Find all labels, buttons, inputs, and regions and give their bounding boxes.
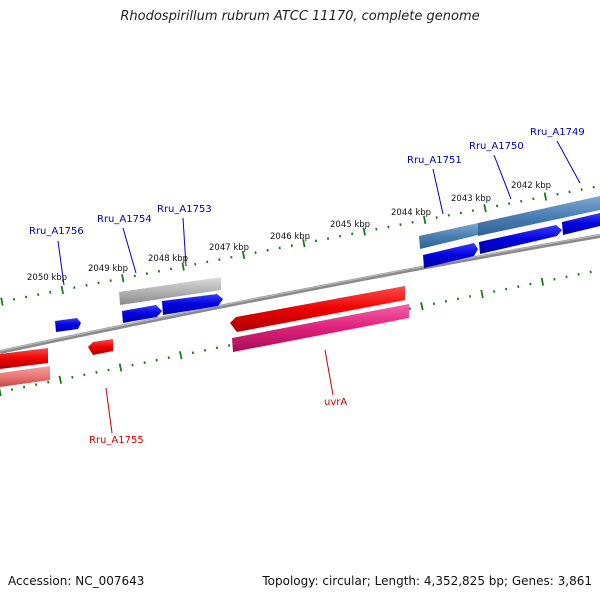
scale-label: 2046 kbp — [270, 232, 310, 242]
minor-tick — [159, 270, 160, 272]
minor-tick — [569, 191, 570, 193]
minor-tick — [108, 369, 109, 371]
minor-tick — [110, 279, 111, 281]
minor-tick — [217, 347, 218, 349]
leader-uvra — [325, 350, 333, 395]
scale-label: 2049 kbp — [88, 264, 128, 274]
minor-tick — [72, 376, 73, 378]
major-tick — [421, 302, 423, 310]
minor-tick — [506, 288, 507, 290]
minor-tick — [36, 384, 37, 386]
gene-rru-a1756[interactable] — [55, 318, 81, 332]
major-tick — [545, 193, 547, 201]
minor-tick — [96, 371, 97, 373]
major-tick — [0, 388, 1, 396]
minor-tick — [473, 209, 474, 211]
minor-tick — [328, 237, 329, 239]
scale-label: 2043 kbp — [451, 194, 491, 204]
leader-rru-a1755 — [106, 388, 112, 433]
major-tick — [484, 204, 486, 212]
scale-label: 2050 kbp — [27, 273, 67, 283]
minor-tick — [533, 198, 534, 200]
gene-label-rru-a1750[interactable]: Rru_A1750 — [469, 141, 524, 152]
gene-label-rru-a1749[interactable]: Rru_A1749 — [530, 127, 585, 138]
minor-tick — [98, 282, 99, 284]
minor-tick — [193, 352, 194, 354]
major-tick — [1, 298, 3, 306]
minor-tick — [255, 251, 256, 253]
minor-tick — [590, 271, 591, 273]
scale-label: 2047 kbp — [209, 243, 249, 253]
minor-tick — [530, 283, 531, 285]
minor-tick — [84, 374, 85, 376]
minor-tick — [554, 278, 555, 280]
gene-label-rru-a1751[interactable]: Rru_A1751 — [407, 155, 462, 166]
gene-label-rru-a1755[interactable]: Rru_A1755 — [89, 435, 144, 446]
minor-tick — [376, 228, 377, 230]
minor-tick — [14, 298, 15, 300]
scale-label: 2045 kbp — [330, 220, 370, 230]
minor-tick — [207, 261, 208, 263]
minor-tick — [144, 361, 145, 363]
major-tick — [180, 351, 182, 359]
minor-tick — [219, 258, 220, 260]
minor-tick — [521, 200, 522, 202]
gene-label-rru-a1756[interactable]: Rru_A1756 — [29, 226, 84, 237]
minor-tick — [50, 291, 51, 293]
minor-tick — [434, 303, 435, 305]
major-tick — [122, 274, 124, 282]
major-tick — [120, 364, 122, 372]
minor-tick — [461, 212, 462, 214]
scale-label: 2042 kbp — [511, 181, 551, 191]
minor-tick — [132, 364, 133, 366]
map-title: Rhodospirillum rubrum ATCC 11170, comple… — [0, 9, 600, 24]
major-tick — [542, 278, 544, 286]
leader-rru-a1751 — [433, 169, 443, 214]
gene-label-uvra[interactable]: uvrA — [324, 397, 347, 408]
scale-label: 2048 kbp — [148, 254, 188, 264]
minor-tick — [446, 300, 447, 302]
gene-label-rru-a1753[interactable]: Rru_A1753 — [157, 204, 212, 215]
minor-tick — [578, 273, 579, 275]
minor-tick — [494, 290, 495, 292]
gene-rru-a1755[interactable] — [88, 339, 113, 355]
gene-label-rru-a1754[interactable]: Rru_A1754 — [97, 214, 152, 225]
minor-tick — [48, 381, 49, 383]
major-tick — [481, 290, 483, 298]
accession-text: Accession: NC_007643 — [8, 574, 144, 588]
minor-tick — [229, 344, 230, 346]
topology-text: Topology: circular; Length: 4,352,825 bp… — [262, 574, 592, 588]
gene-left-pink[interactable] — [0, 366, 50, 387]
leader-rru-a1749 — [557, 141, 580, 183]
minor-tick — [316, 240, 317, 242]
minor-tick — [412, 221, 413, 223]
leader-rru-a1750 — [494, 155, 511, 199]
minor-tick — [410, 308, 411, 310]
minor-tick — [581, 188, 582, 190]
scale-label: 2044 kbp — [391, 208, 431, 218]
major-tick — [62, 286, 64, 294]
minor-tick — [509, 202, 510, 204]
minor-tick — [12, 388, 13, 390]
minor-tick — [458, 298, 459, 300]
minor-tick — [171, 268, 172, 270]
minor-tick — [267, 249, 268, 251]
minor-tick — [169, 357, 170, 359]
major-tick — [60, 376, 62, 384]
minor-tick — [557, 193, 558, 195]
minor-tick — [470, 295, 471, 297]
